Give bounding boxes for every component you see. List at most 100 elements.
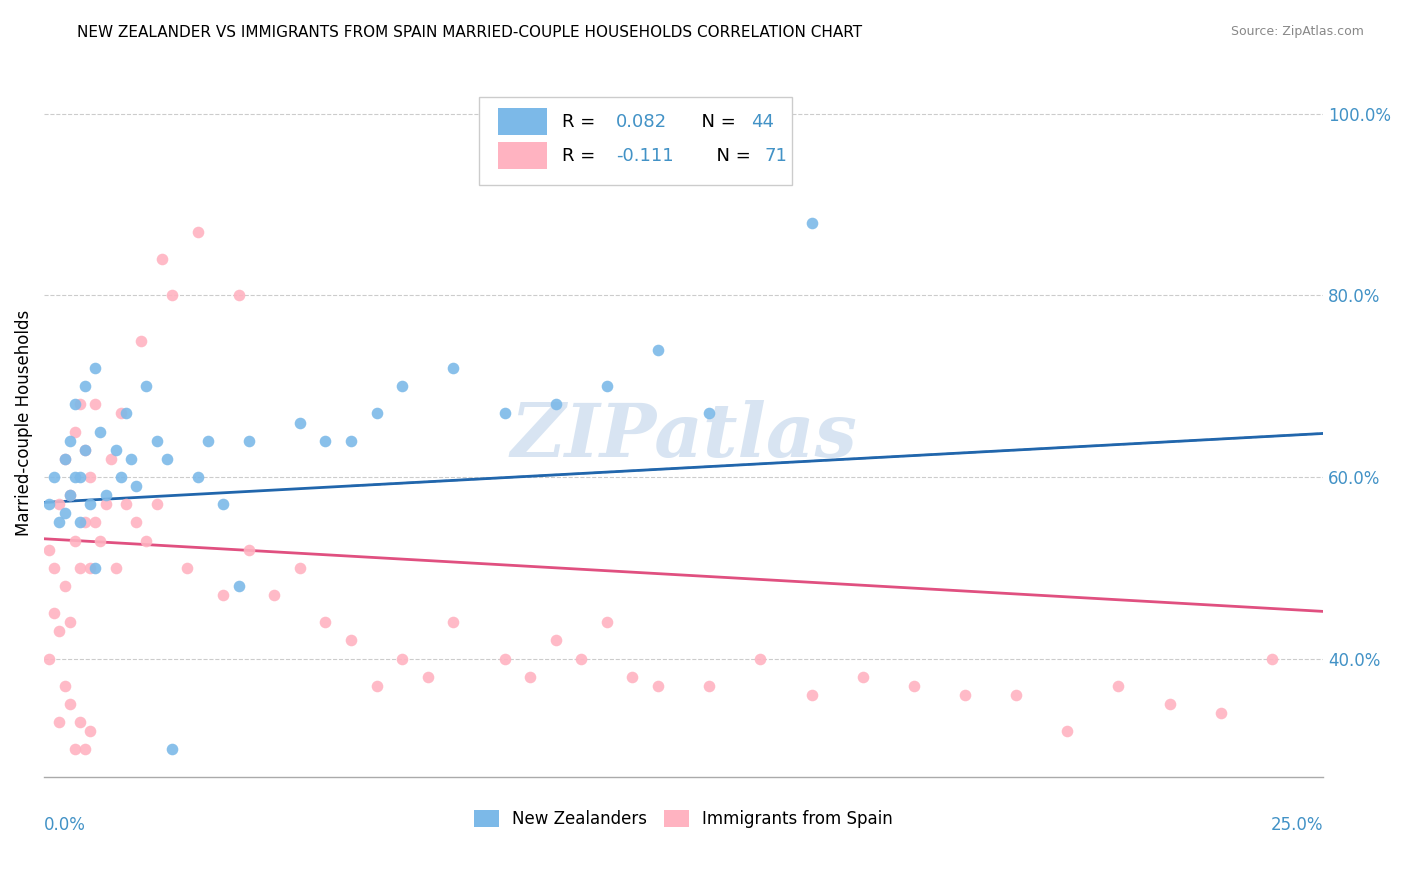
Point (238, 542, 260, 557)
FancyBboxPatch shape (498, 142, 547, 169)
Point (104, 561, 127, 575)
Text: 44: 44 (751, 112, 775, 130)
Text: 0.0%: 0.0% (44, 815, 86, 833)
Point (38, 497, 60, 511)
Point (416, 670, 439, 684)
Point (544, 633, 567, 648)
Point (44, 470, 66, 484)
Point (228, 288, 250, 302)
Text: NEW ZEALANDER VS IMMIGRANTS FROM SPAIN MARRIED-COUPLE HOUSEHOLDS CORRELATION CHA: NEW ZEALANDER VS IMMIGRANTS FROM SPAIN M… (77, 25, 862, 40)
Text: R =: R = (562, 146, 602, 165)
Point (79, 561, 101, 575)
Point (79, 724, 101, 739)
Point (697, 407, 720, 421)
Point (48, 715, 70, 730)
Point (187, 470, 209, 484)
Point (73, 379, 96, 393)
Point (115, 497, 138, 511)
Point (596, 379, 619, 393)
Point (150, 252, 173, 267)
Point (63, 397, 86, 411)
Point (340, 434, 363, 448)
Point (53, 507, 76, 521)
Text: N =: N = (690, 112, 741, 130)
Point (160, 742, 183, 756)
Point (288, 561, 311, 575)
Point (288, 416, 311, 430)
Point (1005, 688, 1028, 702)
Point (110, 470, 132, 484)
Point (145, 497, 167, 511)
Point (63, 425, 86, 439)
Point (79, 470, 101, 484)
Point (697, 679, 720, 693)
Point (621, 670, 644, 684)
Point (94, 488, 117, 502)
Point (48, 516, 70, 530)
Point (104, 442, 127, 457)
Point (569, 651, 592, 665)
Point (145, 434, 167, 448)
Point (494, 407, 516, 421)
Point (73, 516, 96, 530)
Point (84, 561, 107, 575)
Legend: New Zealanders, Immigrants from Spain: New Zealanders, Immigrants from Spain (474, 810, 893, 829)
Point (441, 615, 464, 630)
Text: ZIPatlas: ZIPatlas (510, 401, 858, 473)
Point (135, 379, 157, 393)
Text: R =: R = (562, 112, 602, 130)
Point (69, 715, 91, 730)
Text: 71: 71 (765, 146, 787, 165)
Point (212, 588, 235, 602)
Point (63, 470, 86, 484)
Point (340, 633, 363, 648)
Text: -0.111: -0.111 (616, 146, 673, 165)
Point (48, 497, 70, 511)
Point (89, 425, 111, 439)
FancyBboxPatch shape (479, 97, 793, 186)
Point (53, 679, 76, 693)
Text: 0.082: 0.082 (616, 112, 666, 130)
Point (596, 615, 619, 630)
Point (125, 479, 148, 493)
Point (1209, 706, 1232, 720)
Point (44, 606, 66, 620)
Point (647, 343, 669, 357)
Point (852, 670, 875, 684)
Point (800, 688, 823, 702)
Point (1108, 679, 1130, 693)
Text: N =: N = (706, 146, 756, 165)
Point (100, 451, 122, 466)
Point (238, 434, 260, 448)
Point (494, 651, 516, 665)
Point (59, 697, 82, 711)
Point (69, 397, 91, 411)
Y-axis label: Married-couple Households: Married-couple Households (15, 310, 32, 536)
Point (73, 442, 96, 457)
Point (176, 561, 198, 575)
Point (441, 361, 464, 376)
Point (69, 516, 91, 530)
Point (59, 434, 82, 448)
Point (38, 651, 60, 665)
Point (53, 451, 76, 466)
Point (120, 451, 142, 466)
Point (84, 397, 107, 411)
Point (1159, 697, 1181, 711)
Point (84, 516, 107, 530)
FancyBboxPatch shape (498, 108, 547, 135)
Point (59, 488, 82, 502)
Point (953, 688, 976, 702)
Point (366, 679, 388, 693)
Point (749, 651, 772, 665)
Point (391, 379, 413, 393)
Point (212, 497, 235, 511)
Point (800, 216, 823, 230)
Point (125, 516, 148, 530)
Point (48, 624, 70, 639)
Point (131, 334, 153, 348)
Point (110, 407, 132, 421)
Point (391, 651, 413, 665)
Point (156, 451, 179, 466)
Point (84, 361, 107, 376)
